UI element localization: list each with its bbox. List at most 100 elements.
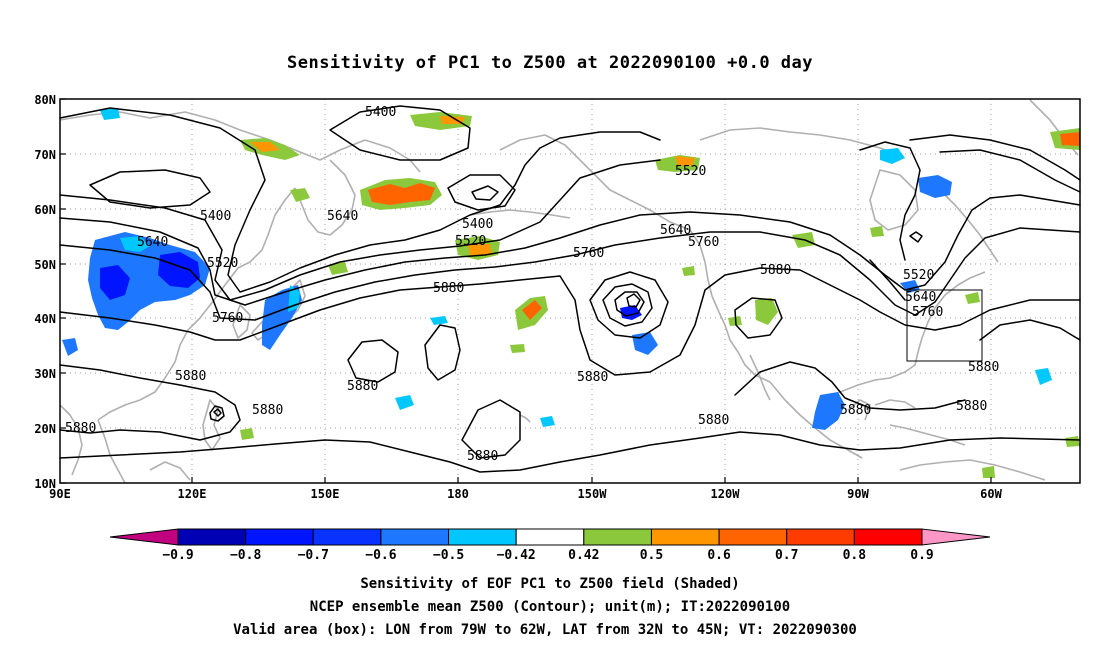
- contour-5400-top-cell: [329, 105, 471, 161]
- shade-pos-atlantic: [965, 292, 980, 304]
- contour-5880-mexico: [734, 361, 966, 411]
- colorbar-label: 0.8: [843, 548, 867, 563]
- map-panel: 5400 5400 5400 5520 5520 5520 5520 5640 …: [34, 93, 1081, 501]
- coast-cuba: [874, 399, 916, 409]
- shade-pos-aleutian-core: [468, 244, 492, 256]
- lon-label: 60W: [980, 487, 1002, 501]
- colorbar-label: −0.9: [162, 548, 193, 563]
- lon-label: 90W: [847, 487, 869, 501]
- contour-label-5640: 5640: [660, 223, 691, 238]
- coast-baja: [749, 354, 771, 401]
- colorbar-box: [718, 528, 788, 546]
- colorbar-left-triangle: [109, 528, 179, 546]
- contour-label-5760: 5760: [688, 235, 719, 250]
- contour-label-5760: 5760: [912, 305, 943, 320]
- shade-neg-asia-core: [158, 252, 200, 288]
- coast-kamchatka: [294, 159, 356, 236]
- z500-contours: [59, 105, 1081, 473]
- shade-pos-scatter3: [682, 266, 695, 276]
- shade-neg-scatter4: [540, 416, 555, 427]
- colorbar-label: −0.5: [433, 548, 464, 563]
- contour-label-5640: 5640: [137, 235, 168, 250]
- colorbar-box: [448, 528, 517, 546]
- shade-neg-asia-cyan: [120, 236, 150, 252]
- contour-small-ring-west-pacific: [209, 405, 225, 422]
- shade-pos-kamchatka-core: [368, 183, 435, 205]
- shade-pos-scatter4: [510, 344, 525, 353]
- colorbar-label: 0.6: [707, 548, 731, 563]
- shade-pos-siberia-core: [250, 142, 280, 152]
- contour-label-5640: 5640: [905, 290, 936, 305]
- caption-line-1: Sensitivity of EOF PC1 to Z500 field (Sh…: [360, 576, 739, 592]
- caption: Sensitivity of EOF PC1 to Z500 field (Sh…: [233, 576, 857, 638]
- colorbar-label: 0.5: [640, 548, 663, 563]
- lat-label: 70N: [34, 148, 56, 162]
- contour-label-5400: 5400: [365, 105, 396, 120]
- contour-5400-polar-vortex: [59, 107, 661, 293]
- lat-label: 80N: [34, 93, 56, 107]
- shade-neg-india: [62, 338, 78, 356]
- valid-area-box: [906, 289, 983, 362]
- coast-philippines: [202, 399, 221, 451]
- contour-5880-sw-cell: [979, 319, 1081, 341]
- contour-5880-cell-c: [461, 399, 521, 459]
- coast-yucatan: [847, 399, 871, 421]
- tick-marks: [60, 98, 992, 484]
- lon-label: 150E: [311, 487, 340, 501]
- colorbar-box: [786, 528, 855, 546]
- contour-label-5520: 5520: [207, 256, 238, 271]
- lat-label: 10N: [34, 477, 56, 491]
- contour-5640: [59, 194, 1081, 306]
- coast-borneo: [149, 461, 191, 481]
- shade-pos-pacific-core: [522, 300, 542, 320]
- coast-gulf-mexico: [824, 351, 919, 401]
- shade-neg-caribbean: [1035, 368, 1052, 385]
- contour-label-5880: 5880: [840, 403, 871, 418]
- colorbar: −0.9 −0.8 −0.7 −0.6 −0.5 −0.42 0.42 0.5 0.6 0.7 0.…: [109, 528, 991, 563]
- shade-pos-top: [410, 112, 472, 130]
- caption-line-3: Valid area (box): LON from 79W to 62W, L…: [233, 622, 857, 638]
- lat-label: 60N: [34, 203, 56, 217]
- map-frame: [59, 98, 1081, 484]
- shade-neg-hudson: [918, 175, 952, 198]
- shade-neg-asia-core2: [100, 265, 130, 300]
- contour-label-5760: 5760: [573, 246, 604, 261]
- coast-south-america: [899, 459, 1046, 481]
- contour-label-5400: 5400: [200, 209, 231, 224]
- contour-5880-tropics: [59, 431, 1081, 473]
- colorbar-label: 0.9: [910, 548, 933, 563]
- contour-label-5880: 5880: [175, 369, 206, 384]
- colorbar-label: 0.7: [775, 548, 798, 563]
- colorbar-box: [312, 528, 382, 546]
- contour-label-5880: 5880: [467, 449, 498, 464]
- contour-label-5880: 5880: [65, 421, 96, 436]
- contour-label-5880: 5880: [433, 281, 464, 296]
- shade-neg-scatter2: [430, 316, 448, 325]
- lat-label: 40N: [34, 312, 56, 326]
- coastlines: [59, 99, 1079, 484]
- contour-5880-cell-a: [347, 339, 399, 383]
- colorbar-box: [853, 528, 923, 546]
- lat-label: 50N: [34, 258, 56, 272]
- coast-korea: [232, 304, 251, 339]
- contour-low-ring-1: [589, 271, 669, 339]
- shade-pos-asia: [328, 262, 348, 275]
- shade-pos-scatter1: [240, 428, 254, 440]
- contour-label-5880: 5880: [347, 379, 378, 394]
- colorbar-box: [583, 528, 652, 546]
- shade-pos-scatter6: [1065, 436, 1080, 447]
- coast-labrador: [939, 189, 999, 263]
- contour-label-5640: 5640: [327, 209, 358, 224]
- contour-low-ring-3: [614, 291, 645, 317]
- colorbar-box: [515, 528, 585, 546]
- contour-label-5880: 5880: [577, 370, 608, 385]
- contour-5880-west: [59, 364, 241, 441]
- contour-5880-main: [59, 267, 1081, 376]
- coast-arctic-canada: [699, 127, 901, 156]
- contour-low-ring-2: [602, 283, 653, 327]
- contour-5400-low-ring: [447, 174, 516, 211]
- contour-5400-hudson: [859, 141, 921, 261]
- contour-label-5520: 5520: [455, 234, 486, 249]
- lon-label: 90E: [49, 487, 71, 501]
